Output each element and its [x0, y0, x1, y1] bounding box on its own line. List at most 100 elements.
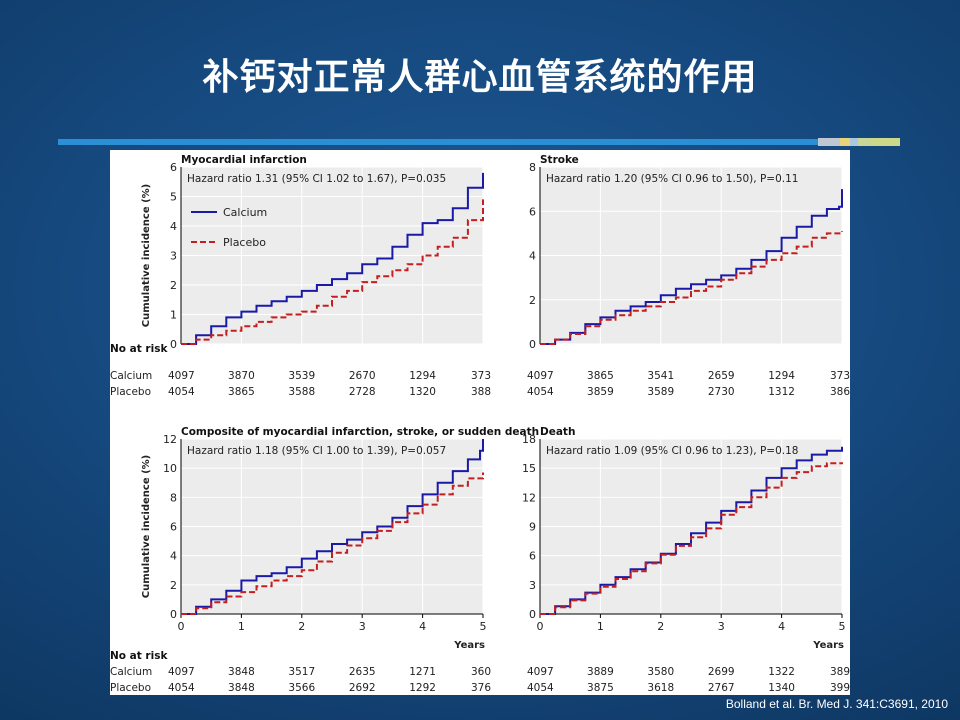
deco-square	[870, 138, 900, 146]
risk-count-calcium: 4097	[168, 666, 195, 678]
x-tick-label: 4	[419, 620, 426, 633]
risk-count-calcium: 389	[830, 666, 850, 678]
x-tick-label: 1	[238, 620, 245, 633]
risk-count-placebo: 1312	[768, 386, 795, 398]
no-at-risk-heading: No at risk	[110, 650, 168, 662]
risk-count-calcium: 3889	[587, 666, 614, 678]
risk-count-placebo: 386	[830, 386, 850, 398]
risk-count-calcium: 3541	[647, 370, 674, 382]
chart-title: Myocardial infarction	[181, 154, 307, 166]
hazard-ratio-annotation: Hazard ratio 1.09 (95% CI 0.96 to 1.23),…	[546, 445, 798, 457]
risk-count-placebo: 399	[830, 682, 850, 694]
risk-count-placebo: 3618	[647, 682, 674, 694]
risk-count-placebo: 2728	[349, 386, 376, 398]
km-plot-2: 0 2 4 6 8 Stroke Hazard ratio 1.20 (95% CI 0.9…	[527, 154, 850, 398]
deco-square	[858, 138, 870, 146]
risk-count-placebo: 3865	[228, 386, 255, 398]
figure-panel: 0 1 2 3 4 5 6 Cumulative incidence (%) Myocardia…	[110, 150, 850, 695]
risk-count-calcium: 373	[830, 370, 850, 382]
y-tick-label: 2	[170, 279, 177, 292]
x-axis-label: Years	[812, 640, 844, 651]
accent-bar	[58, 139, 818, 145]
series-line-calcium	[540, 446, 843, 615]
hazard-ratio-annotation: Hazard ratio 1.20 (95% CI 0.96 to 1.50),…	[546, 173, 798, 185]
risk-count-calcium: 1322	[768, 666, 795, 678]
y-tick-label: 2	[170, 579, 177, 592]
y-tick-label: 18	[522, 433, 536, 446]
x-tick-label: 1	[597, 620, 604, 633]
y-tick-label: 8	[170, 491, 177, 504]
risk-count-placebo: 4054	[527, 682, 554, 694]
title-underline	[58, 138, 900, 146]
x-tick-label: 4	[778, 620, 785, 633]
km-plot-1: 0 1 2 3 4 5 6 Cumulative incidence (%) Myocardia…	[110, 154, 491, 398]
chart-title: Stroke	[540, 154, 579, 166]
risk-count-placebo: 1292	[409, 682, 436, 694]
citation: Bolland et al. Br. Med J. 341:C3691, 201…	[725, 697, 948, 711]
risk-count-calcium: 3865	[587, 370, 614, 382]
hazard-ratio-annotation: Hazard ratio 1.31 (95% CI 1.02 to 1.67),…	[187, 173, 446, 185]
risk-count-calcium: 2699	[708, 666, 735, 678]
deco-square	[818, 138, 840, 146]
series-line-calcium	[181, 172, 484, 345]
risk-count-calcium: 1294	[768, 370, 795, 382]
legend-label-placebo: Placebo	[223, 236, 266, 249]
risk-count-placebo: 4054	[527, 386, 554, 398]
y-tick-label: 6	[170, 161, 177, 174]
y-tick-label: 6	[170, 521, 177, 534]
risk-count-calcium: 2659	[708, 370, 735, 382]
risk-count-calcium: 4097	[527, 666, 554, 678]
risk-count-placebo: 2767	[708, 682, 735, 694]
series-line-placebo	[181, 199, 484, 345]
y-tick-label: 4	[170, 550, 177, 563]
risk-count-calcium: 1294	[409, 370, 436, 382]
x-tick-label: 0	[178, 620, 185, 633]
risk-count-placebo: 4054	[168, 682, 195, 694]
risk-count-calcium: 4097	[527, 370, 554, 382]
y-tick-label: 0	[170, 338, 177, 351]
risk-count-placebo: 376	[471, 682, 491, 694]
y-axis-label: Cumulative incidence (%)	[141, 184, 152, 327]
risk-count-placebo: 2730	[708, 386, 735, 398]
risk-count-placebo: 3566	[288, 682, 315, 694]
x-tick-label: 5	[839, 620, 846, 633]
risk-count-calcium: 373	[471, 370, 491, 382]
series-line-placebo	[540, 462, 843, 615]
risk-count-calcium: 3517	[288, 666, 315, 678]
hazard-ratio-annotation: Hazard ratio 1.18 (95% CI 1.00 to 1.39),…	[187, 445, 446, 457]
legend-label-calcium: Calcium	[223, 206, 267, 219]
y-tick-label: 3	[529, 579, 536, 592]
y-tick-label: 12	[163, 433, 177, 446]
risk-count-placebo: 1340	[768, 682, 795, 694]
y-axis-label: Cumulative incidence (%)	[141, 455, 152, 598]
y-tick-label: 4	[529, 250, 536, 263]
y-tick-label: 5	[170, 191, 177, 204]
x-tick-label: 2	[657, 620, 664, 633]
y-tick-label: 9	[529, 521, 536, 534]
chart-title: Death	[540, 426, 575, 438]
deco-square	[840, 138, 850, 146]
y-tick-label: 6	[529, 205, 536, 218]
risk-count-placebo: 3589	[647, 386, 674, 398]
y-tick-label: 8	[529, 161, 536, 174]
series-line-placebo	[181, 472, 484, 615]
x-tick-label: 2	[298, 620, 305, 633]
x-tick-label: 0	[537, 620, 544, 633]
risk-count-placebo: 3848	[228, 682, 255, 694]
risk-count-calcium: 4097	[168, 370, 195, 382]
slide-title: 补钙对正常人群心血管系统的作用	[202, 57, 758, 98]
y-tick-label: 3	[170, 250, 177, 263]
risk-count-placebo: 4054	[168, 386, 195, 398]
y-tick-label: 6	[529, 550, 536, 563]
risk-row-label-calcium: Calcium	[110, 666, 152, 678]
y-tick-label: 2	[529, 294, 536, 307]
risk-count-placebo: 2692	[349, 682, 376, 694]
chart-title: Composite of myocardial infarction, stro…	[181, 426, 539, 438]
y-tick-label: 0	[170, 608, 177, 621]
x-tick-label: 3	[718, 620, 725, 633]
risk-count-placebo: 3875	[587, 682, 614, 694]
y-tick-label: 10	[163, 462, 177, 475]
